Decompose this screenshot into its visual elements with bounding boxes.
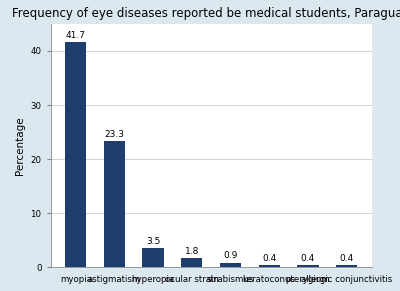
- Bar: [220, 262, 241, 267]
- Text: 3.5: 3.5: [146, 237, 160, 246]
- Bar: [336, 265, 357, 267]
- Bar: [297, 265, 318, 267]
- Text: 23.3: 23.3: [104, 130, 124, 139]
- Text: 1.8: 1.8: [185, 246, 199, 255]
- Bar: [104, 141, 125, 267]
- Title: Frequency of eye diseases reported be medical students, Paraguay: Frequency of eye diseases reported be me…: [12, 7, 400, 20]
- Bar: [65, 42, 86, 267]
- Text: 0.4: 0.4: [340, 254, 354, 263]
- Text: 0.4: 0.4: [262, 254, 276, 263]
- Text: 0.4: 0.4: [301, 254, 315, 263]
- Text: 41.7: 41.7: [66, 31, 86, 40]
- Text: 0.9: 0.9: [223, 251, 238, 260]
- Y-axis label: Percentage: Percentage: [15, 116, 25, 175]
- Bar: [142, 249, 164, 267]
- Bar: [181, 258, 202, 267]
- Bar: [258, 265, 280, 267]
